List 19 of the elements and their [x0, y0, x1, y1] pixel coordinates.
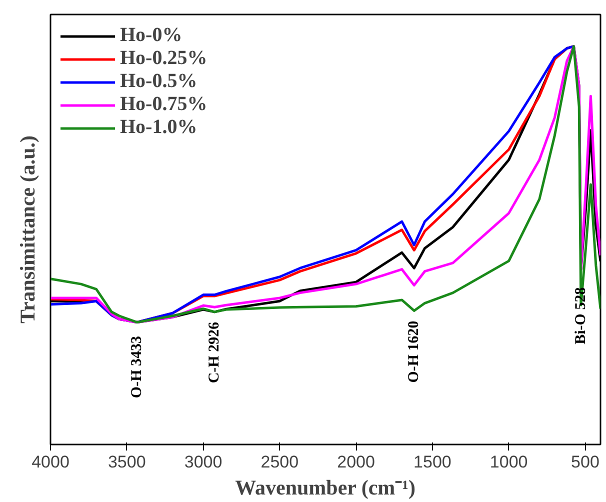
legend-label: Ho-1.0%	[120, 116, 198, 139]
annotation: Bi-O 528	[572, 287, 589, 344]
legend-label: Ho-0.5%	[120, 70, 198, 93]
legend-label: Ho-0%	[120, 24, 182, 47]
x-tick-label: 4000	[32, 452, 70, 472]
x-tick-label: 500	[571, 452, 600, 472]
x-axis-title: Wavenumber (cm⁻¹)	[235, 476, 416, 500]
y-axis-title: Transimittance (a.u.)	[16, 135, 40, 324]
x-tick-label: 3500	[108, 452, 146, 472]
x-tick-label: 1000	[490, 452, 528, 472]
x-tick-label: 2500	[260, 452, 299, 472]
annotation: C-H 2926	[206, 321, 223, 384]
legend-label: Ho-0.75%	[120, 93, 208, 116]
x-tick-label: 3000	[184, 452, 222, 472]
x-tick-label: 1500	[414, 452, 452, 472]
x-tick-label: 2000	[337, 452, 375, 472]
annotation: O-H 1620	[406, 320, 422, 383]
annotation: O-H 3433	[129, 336, 146, 398]
legend-label: Ho-0.25%	[120, 47, 208, 70]
